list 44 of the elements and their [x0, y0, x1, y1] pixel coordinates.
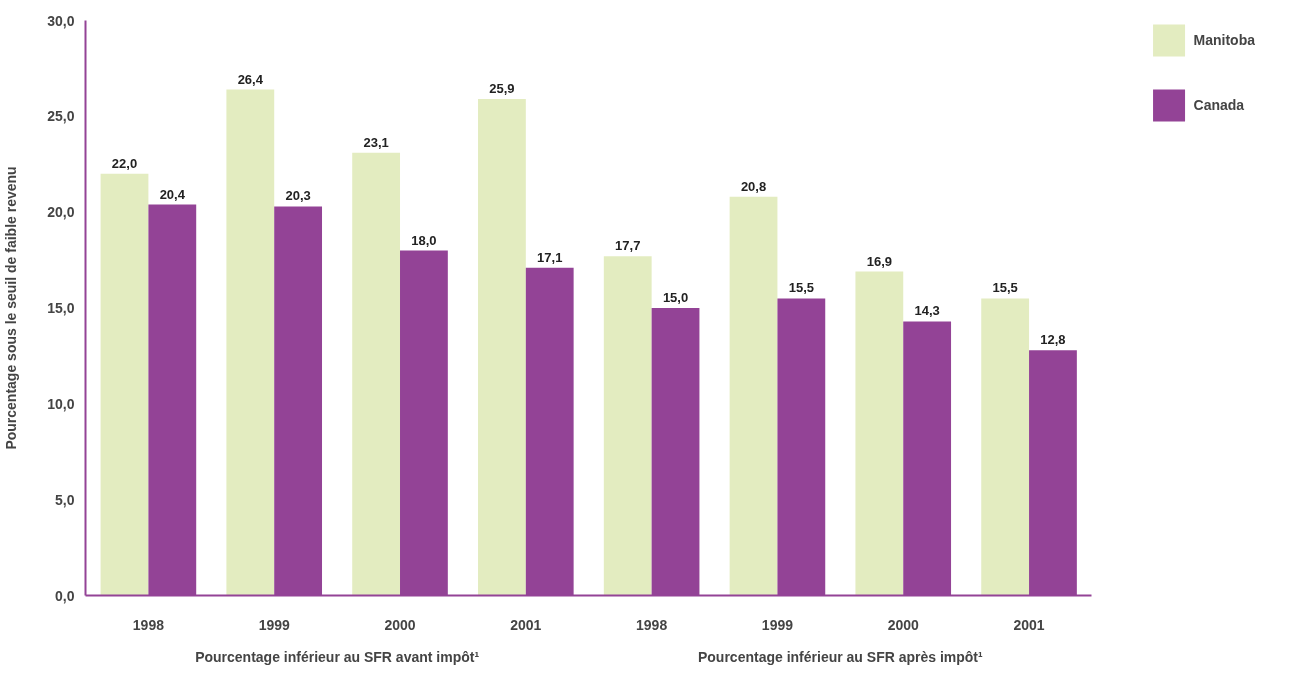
x-tick-label: 2000 [384, 616, 416, 633]
bar [603, 256, 652, 596]
data-label: 15,5 [788, 280, 814, 296]
y-axis-title: Pourcentage sous le seuil de faible revenu [3, 166, 20, 450]
y-tick-label: 10,0 [47, 395, 75, 412]
text: Pourcentage inférieur au SFR avant impôt¹ [195, 648, 480, 665]
bar [352, 152, 401, 596]
legend-label: Canada [1193, 97, 1245, 113]
data-label: 18,0 [411, 232, 437, 248]
data-label: 20,4 [159, 186, 186, 202]
x-tick-label: 1999 [761, 616, 794, 633]
x-tick-label: 1998 [132, 616, 165, 633]
data-label: 26,4 [237, 71, 264, 87]
bar [729, 196, 778, 596]
y-tick-label: 15,0 [47, 300, 75, 316]
x-tick-label: 1999 [258, 616, 290, 633]
y-tick-label: 0,0 [55, 587, 75, 604]
data-label: 12,8 [1040, 332, 1066, 348]
x-tick-label: 2001 [1013, 616, 1045, 633]
y-tick-label: 25,0 [47, 108, 75, 125]
data-label: 20,3 [285, 188, 311, 204]
data-label: 15,5 [992, 280, 1018, 296]
data-label: 17,1 [537, 249, 563, 265]
x-tick-label: 1998 [636, 616, 668, 633]
y-tick-label: 30,0 [47, 12, 75, 29]
bar [100, 173, 149, 596]
bar [855, 271, 904, 596]
bar [981, 298, 1030, 596]
data-label: 22,0 [111, 155, 138, 171]
y-tick-label: 5,0 [55, 491, 75, 508]
data-label: 17,7 [615, 238, 641, 254]
y-tick-label: 20,0 [47, 204, 75, 221]
data-label: 14,3 [914, 303, 940, 319]
data-label: 15,0 [662, 290, 689, 305]
x-tick-label: 2000 [887, 616, 920, 633]
bar [226, 89, 275, 596]
data-label: 23,1 [363, 134, 389, 150]
legend-label: Manitoba [1193, 32, 1255, 48]
x-tick-label: 2001 [510, 616, 542, 633]
data-label: 20,8 [740, 178, 767, 194]
bar [478, 99, 526, 596]
data-label: 25,9 [489, 81, 515, 97]
data-label: 16,9 [866, 253, 892, 269]
text: Pourcentage inférieur au SFR après impôt¹ [697, 648, 984, 665]
